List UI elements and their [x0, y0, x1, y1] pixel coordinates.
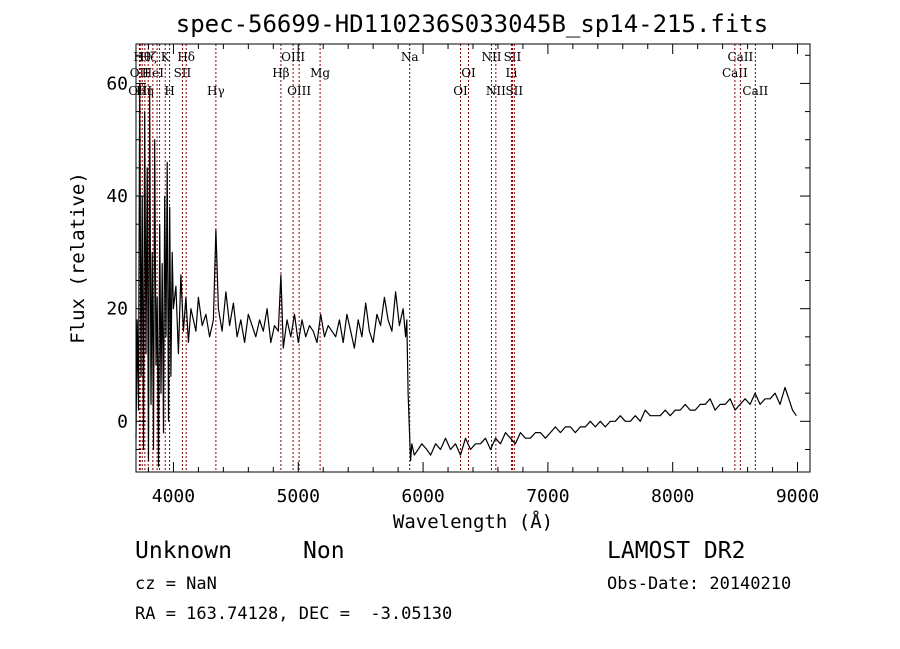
line-marker-label: HeI [142, 66, 165, 80]
object-subclass: Non [303, 538, 345, 564]
observation-date: Obs-Date: 20140210 [607, 574, 792, 594]
axis-ticks: 4000 5000 6000 7000 8000 9000 0 20 40 60 [106, 44, 819, 507]
y-tick-label: 20 [106, 299, 128, 320]
x-tick-label: 7000 [526, 486, 569, 507]
line-marker-label: SII [504, 50, 522, 64]
plot-frame [135, 43, 811, 473]
line-marker-label: OI [453, 84, 468, 98]
line-marker-label: Na [401, 50, 419, 64]
line-marker-label: OIII [128, 84, 152, 98]
line-marker-label: Hη [136, 84, 154, 98]
y-tick-label: 40 [106, 186, 128, 207]
line-marker-label: OIII [281, 50, 305, 64]
line-marker-label: Hζ [140, 50, 157, 64]
y-tick-label: 60 [106, 73, 128, 94]
x-tick-label: 6000 [401, 486, 444, 507]
line-marker-label: CaII [727, 50, 753, 64]
redshift-value: cz = NaN [135, 574, 217, 594]
line-marker-label: Hθ [133, 50, 151, 64]
spectrum-line [135, 82, 797, 467]
x-axis-label: Wavelength (Å) [393, 510, 553, 533]
line-marker-label: Hδ [177, 50, 195, 64]
line-marker-label: OIII [287, 84, 311, 98]
x-tick-label: 9000 [776, 486, 819, 507]
line-marker-label: NII [481, 50, 501, 64]
chart-title: spec-56699-HD110236S033045B_sp14-215.fit… [176, 10, 768, 38]
line-marker-label: NII [486, 84, 506, 98]
line-marker-label: SII [174, 66, 192, 80]
object-class: Unknown [135, 538, 232, 564]
line-marker-label: K [161, 50, 171, 64]
x-tick-label: 5000 [277, 486, 320, 507]
line-marker-label: Mg [310, 66, 330, 80]
spectrum-series [135, 82, 797, 467]
line-marker-label: H [164, 84, 174, 98]
coordinates: RA = 163.74128, DEC = -3.05130 [135, 604, 453, 624]
line-marker-label: Hβ [272, 66, 289, 80]
line-marker-label: Hγ [207, 84, 225, 98]
x-tick-label: 4000 [152, 486, 195, 507]
line-marker-label: SII [505, 84, 523, 98]
line-marker-label: CaII [742, 84, 768, 98]
line-marker-label: CaII [722, 66, 748, 80]
line-marker-label: Li [506, 66, 518, 80]
y-axis-label: Flux (relative) [67, 172, 89, 344]
survey-name: LAMOST DR2 [607, 538, 746, 564]
line-marker-label: OI [461, 66, 476, 80]
spectral-line-markers: OIIOIIIHθHηHζHeIKHSIIHδHγHβOIIIOIIIMgNaO… [128, 44, 768, 472]
x-tick-label: 8000 [651, 486, 694, 507]
y-tick-label: 0 [117, 411, 128, 432]
